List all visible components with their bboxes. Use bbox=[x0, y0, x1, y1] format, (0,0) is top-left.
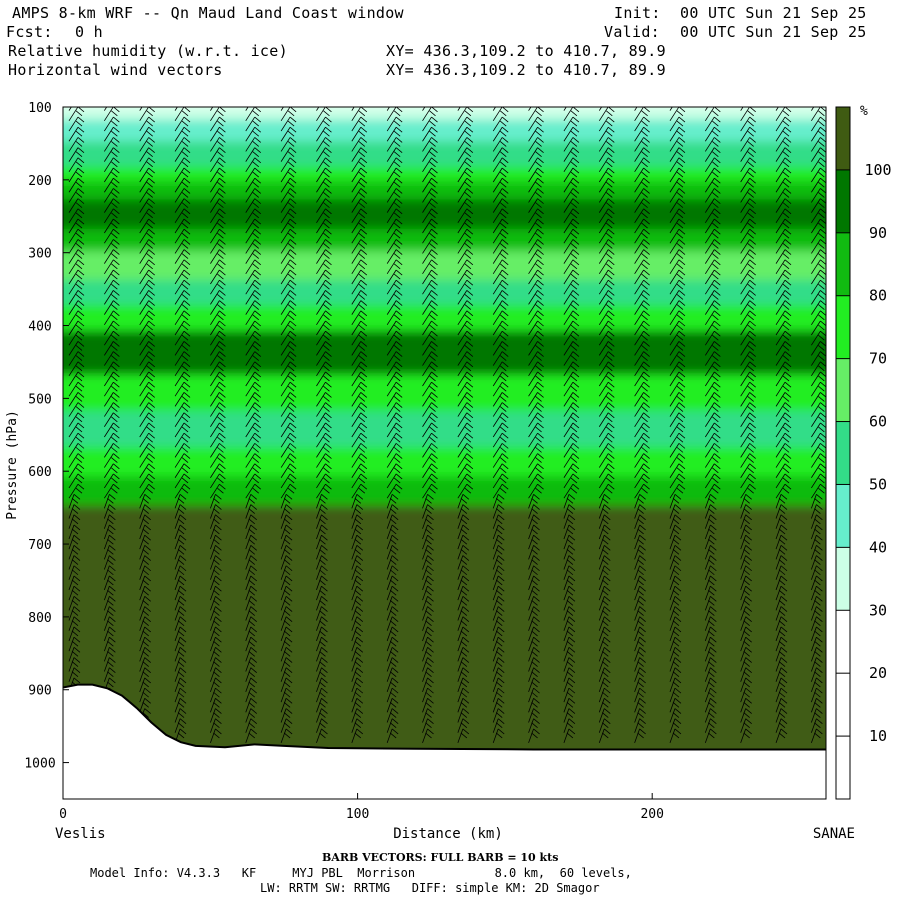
terrain-fill bbox=[63, 684, 826, 799]
fcst-label: Fcst: bbox=[6, 23, 53, 41]
valid-value: 00 UTC Sun 21 Sep 25 bbox=[680, 23, 867, 41]
wind-barb-column bbox=[740, 107, 756, 744]
y-axis: 100 200 300 400 500 600 700 800 900 1000 bbox=[24, 101, 69, 772]
rh-band bbox=[63, 181, 826, 204]
y-tick-label: 100 bbox=[28, 101, 51, 116]
init-value: 00 UTC Sun 21 Sep 25 bbox=[680, 4, 867, 22]
wind-barb-column bbox=[351, 107, 368, 744]
rh-band bbox=[63, 305, 826, 335]
field-name-rh: Relative humidity (w.r.t. ice) bbox=[8, 42, 288, 60]
rh-band bbox=[63, 250, 826, 284]
y-tick-label: 500 bbox=[28, 392, 51, 407]
model-title: AMPS 8-km WRF -- Qn Maud Land Coast wind… bbox=[12, 4, 404, 22]
y-tick-label: 900 bbox=[28, 684, 51, 699]
model-info-line-2: LW: RRTM SW: RRTMG DIFF: simple KM: 2D S… bbox=[260, 881, 600, 895]
colorbar-tick-label: 90 bbox=[869, 224, 887, 242]
rh-band bbox=[63, 410, 826, 452]
terrain-line bbox=[63, 683, 826, 751]
colorbar-swatch bbox=[836, 547, 850, 611]
colorbar: 10 20 30 40 50 60 70 80 90 100 bbox=[835, 106, 892, 800]
init-label: Init: bbox=[614, 4, 661, 22]
colorbar-swatch bbox=[836, 736, 850, 799]
rh-band bbox=[63, 119, 826, 146]
y-axis-label: Pressure (hPa) bbox=[5, 410, 20, 520]
wind-barb-column bbox=[634, 107, 650, 744]
rh-band bbox=[63, 141, 826, 171]
rh-bands bbox=[63, 107, 826, 799]
wind-barb-column bbox=[280, 107, 297, 744]
wind-barb-column bbox=[139, 107, 155, 744]
wind-barb-column bbox=[492, 107, 509, 744]
rh-band bbox=[63, 374, 826, 415]
x-tick-label: 0 bbox=[59, 807, 67, 822]
colorbar-swatch bbox=[836, 421, 850, 485]
x-tick-label: 200 bbox=[640, 807, 663, 822]
field-name-wind: Horizontal wind vectors bbox=[8, 61, 223, 79]
wind-barb-column bbox=[704, 107, 721, 744]
y-tick-label: 1000 bbox=[24, 757, 55, 772]
rh-band bbox=[63, 199, 826, 233]
colorbar-tick-label: 70 bbox=[869, 350, 887, 368]
y-tick-label: 700 bbox=[28, 538, 51, 553]
colorbar-tick-label: 10 bbox=[869, 727, 887, 745]
valid-label: Valid: bbox=[604, 23, 660, 41]
wind-barb-column bbox=[563, 107, 580, 744]
xy-range-1: XY= 436.3,109.2 to 410.7, 89.9 bbox=[386, 42, 666, 60]
right-endpoint-label: SANAE bbox=[813, 826, 855, 842]
colorbar-tick-label: 40 bbox=[869, 538, 887, 556]
wind-barb-column bbox=[528, 107, 544, 744]
fcst-value: 0 h bbox=[75, 23, 103, 41]
colorbar-swatch bbox=[836, 295, 850, 359]
wind-barb-column bbox=[316, 107, 332, 744]
colorbar-swatch bbox=[836, 610, 850, 674]
wind-barb-column bbox=[210, 107, 226, 744]
terrain bbox=[63, 683, 826, 799]
xy-range-2: XY= 436.3,109.2 to 410.7, 89.9 bbox=[386, 61, 666, 79]
colorbar-swatch bbox=[836, 232, 850, 296]
rh-band bbox=[63, 476, 826, 510]
x-axis: 0 100 200 bbox=[59, 793, 664, 822]
y-tick-label: 400 bbox=[28, 320, 51, 335]
wind-barb-column bbox=[457, 107, 474, 744]
wind-barb-column bbox=[775, 107, 792, 744]
y-tick-label: 300 bbox=[28, 247, 51, 262]
wind-barb-column bbox=[811, 107, 826, 744]
colorbar-tick-label: 20 bbox=[869, 664, 887, 682]
colorbar-tick-label: 60 bbox=[869, 413, 887, 431]
colorbar-tick-label: 100 bbox=[864, 161, 891, 179]
rh-band bbox=[63, 228, 826, 255]
x-tick-label: 100 bbox=[346, 807, 369, 822]
model-info-line-1: Model Info: V4.3.3 KF MYJ PBL Morrison 8… bbox=[90, 866, 632, 880]
y-tick-label: 800 bbox=[28, 611, 51, 626]
rh-band bbox=[63, 279, 826, 310]
rh-band bbox=[63, 447, 826, 481]
y-tick-label: 600 bbox=[28, 465, 51, 480]
colorbar-unit: % bbox=[860, 104, 868, 119]
barb-note: BARB VECTORS: FULL BARB = 10 kts bbox=[322, 851, 559, 864]
wind-barb-column bbox=[669, 107, 686, 744]
colorbar-swatch bbox=[836, 484, 850, 548]
colorbar-tick-label: 80 bbox=[869, 287, 887, 305]
wind-barb-column bbox=[386, 107, 403, 744]
colorbar-swatch bbox=[836, 358, 850, 422]
wind-barb-column bbox=[422, 107, 438, 744]
left-endpoint-label: Veslis bbox=[55, 826, 106, 842]
rh-band bbox=[63, 330, 826, 379]
wind-barb-column bbox=[68, 107, 85, 744]
wind-barb-column bbox=[598, 107, 615, 744]
colorbar-tick-label: 30 bbox=[869, 601, 887, 619]
plot-frame bbox=[62, 106, 827, 800]
colorbar-swatch bbox=[836, 107, 850, 170]
colorbar-swatch bbox=[836, 673, 850, 737]
colorbar-swatch bbox=[836, 169, 850, 233]
x-axis-label: Distance (km) bbox=[393, 826, 503, 842]
colorbar-tick-label: 50 bbox=[869, 475, 887, 493]
wind-barb-column bbox=[174, 107, 191, 744]
wind-barb-column bbox=[245, 107, 262, 744]
y-tick-label: 200 bbox=[28, 174, 51, 189]
